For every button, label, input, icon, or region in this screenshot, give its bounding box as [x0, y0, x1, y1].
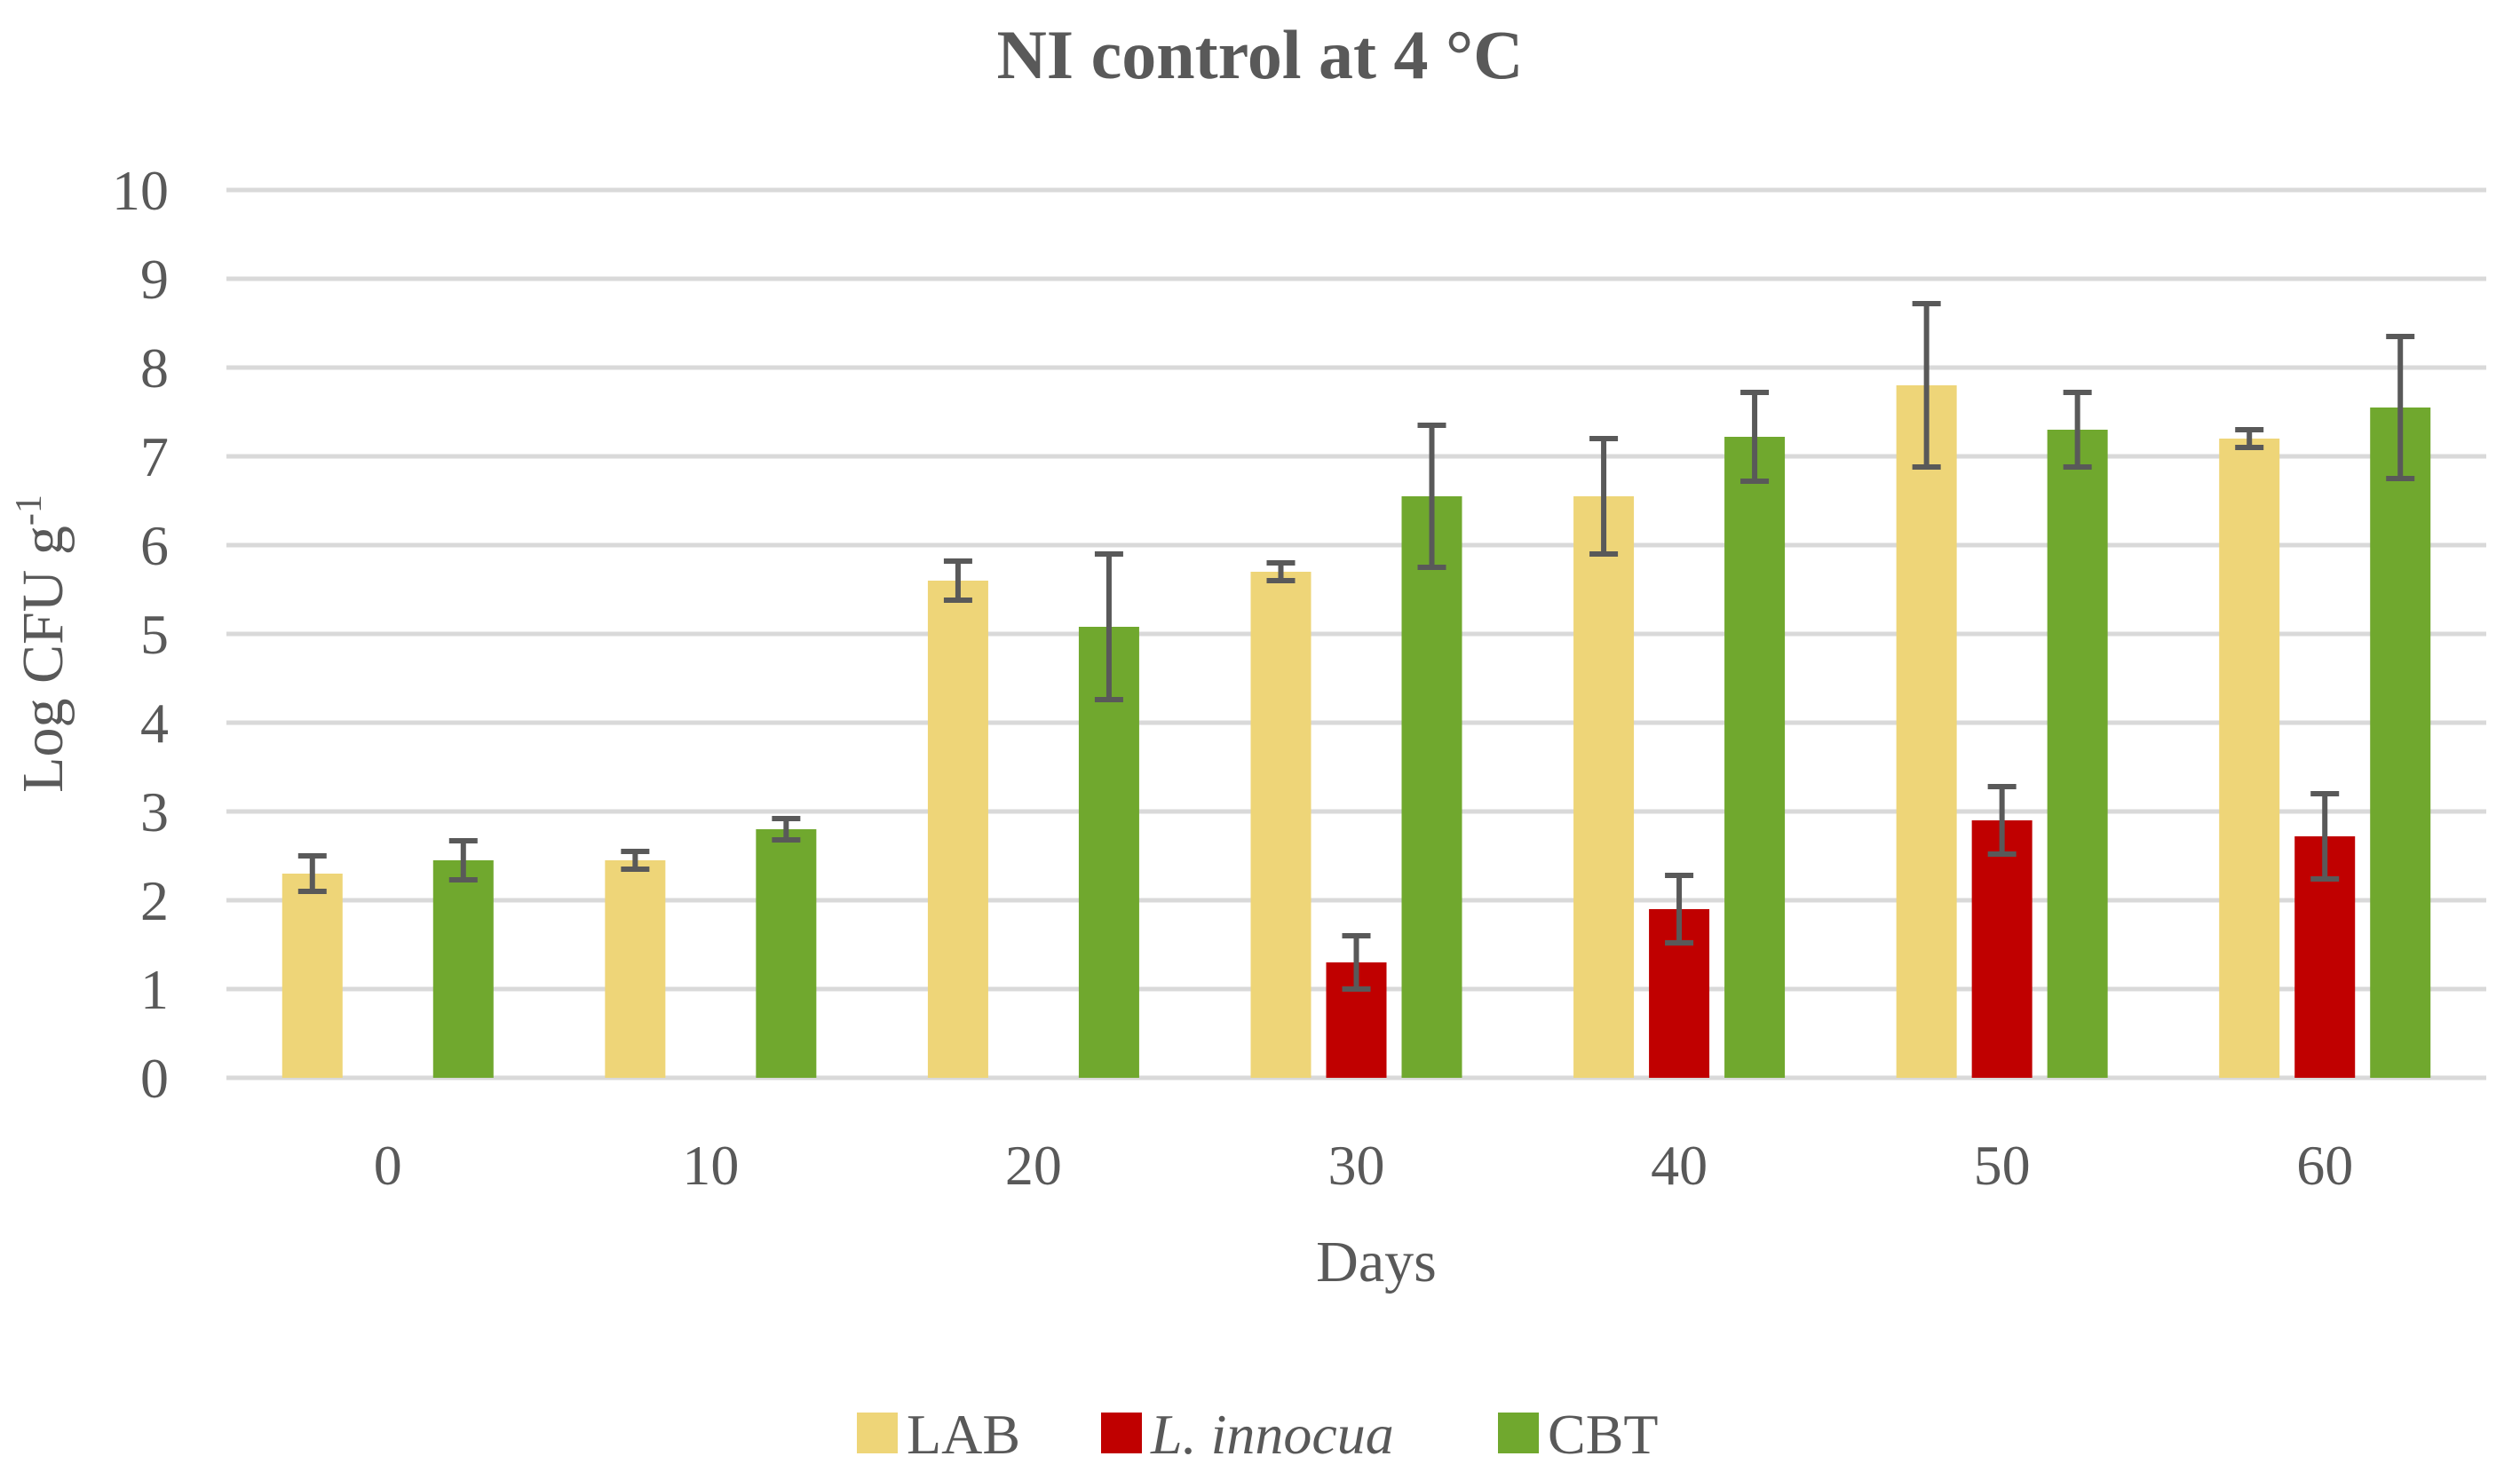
error-bar — [2386, 334, 2415, 481]
bar-lab-day-40 — [1573, 496, 1635, 1078]
error-bars — [297, 301, 2415, 992]
bar-cbt-day-60 — [2370, 408, 2431, 1078]
y-tick-label: 7 — [140, 425, 169, 488]
bar-l-innocua-day-50 — [1971, 820, 2033, 1078]
chart-title: NI control at 4 °C — [996, 16, 1523, 93]
error-bar — [1417, 423, 1446, 570]
x-tick-label: 20 — [1005, 1134, 1062, 1197]
x-tick-label: 60 — [2296, 1134, 2353, 1197]
error-bar — [943, 558, 972, 603]
error-bar — [1266, 560, 1296, 583]
bar-lab-day-50 — [1896, 385, 1957, 1078]
error-bar — [1094, 551, 1123, 702]
legend-swatch — [1101, 1413, 1142, 1453]
bar-cbt-day-10 — [756, 829, 817, 1078]
error-bar — [1987, 784, 2017, 857]
x-axis-label: Days — [1316, 1230, 1437, 1294]
y-tick-label: 5 — [140, 603, 169, 666]
legend-label: L. innocua — [1150, 1403, 1394, 1466]
y-axis-label: Log CFU g-1 — [9, 495, 75, 793]
error-bar — [2063, 390, 2092, 470]
bar-lab-day-30 — [1250, 572, 1312, 1078]
legend-label: LAB — [907, 1403, 1020, 1466]
x-tick-label: 50 — [1974, 1134, 2031, 1197]
bar-lab-day-0 — [281, 874, 343, 1078]
legend-swatch — [1498, 1413, 1539, 1453]
legend: LAB L. innocua CBT — [857, 1403, 1658, 1466]
error-bar — [1342, 933, 1371, 992]
y-tick-label: 4 — [140, 692, 169, 755]
bar-lab-day-20 — [927, 581, 988, 1078]
error-bar — [448, 838, 478, 882]
y-axis-label-main: Log CFU g — [11, 526, 75, 793]
legend-label: CBT — [1548, 1403, 1658, 1466]
error-bar — [1665, 873, 1694, 946]
bar-cbt-day-40 — [1724, 437, 1786, 1078]
error-bar — [2235, 427, 2264, 450]
y-tick-label: 8 — [140, 336, 169, 400]
x-tick-label: 40 — [1651, 1134, 1708, 1197]
x-tick-label: 30 — [1328, 1134, 1385, 1197]
legend-swatch — [857, 1413, 898, 1453]
gridlines — [226, 187, 2486, 1080]
x-tick-label: 0 — [374, 1134, 402, 1197]
bar-cbt-day-30 — [1401, 496, 1462, 1078]
y-tick-label: 3 — [140, 780, 169, 843]
y-axis-label-sup: -1 — [9, 495, 50, 526]
y-tick-label: 0 — [140, 1047, 169, 1110]
x-axis-ticks: 0 10 20 30 40 50 60 — [374, 1134, 2353, 1197]
bar-cbt-day-50 — [2047, 430, 2108, 1078]
bar-lab-day-10 — [605, 860, 666, 1078]
y-tick-label: 2 — [140, 869, 169, 932]
error-bar — [297, 853, 327, 894]
y-tick-label: 6 — [140, 514, 169, 577]
x-tick-label: 10 — [682, 1134, 739, 1197]
y-tick-label: 9 — [140, 248, 169, 311]
error-bar — [1912, 301, 1941, 470]
bar-cbt-day-0 — [432, 860, 494, 1078]
error-bar — [772, 816, 801, 843]
bars — [281, 385, 2431, 1078]
error-bar — [2310, 791, 2340, 882]
error-bar — [1589, 436, 1619, 557]
y-tick-label: 1 — [140, 958, 169, 1021]
y-axis-ticks: 0 1 2 3 4 5 6 7 8 9 10 — [112, 159, 169, 1110]
error-bar — [621, 849, 650, 872]
y-tick-label: 10 — [112, 159, 169, 222]
error-bar — [1740, 390, 1770, 484]
bar-lab-day-60 — [2219, 439, 2280, 1078]
